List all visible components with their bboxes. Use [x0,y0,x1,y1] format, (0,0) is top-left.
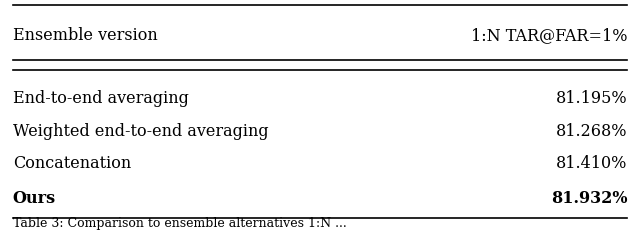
Text: Weighted end-to-end averaging: Weighted end-to-end averaging [13,122,268,139]
Text: Table 3: Comparison to ensemble alternatives 1:N ...: Table 3: Comparison to ensemble alternat… [13,216,346,229]
Text: End-to-end averaging: End-to-end averaging [13,90,189,107]
Text: Concatenation: Concatenation [13,154,131,171]
Text: Ensemble version: Ensemble version [13,27,157,44]
Text: Ours: Ours [13,189,56,206]
Text: 1:N TAR@FAR=1%: 1:N TAR@FAR=1% [470,27,627,44]
Text: 81.410%: 81.410% [556,154,627,171]
Text: 81.268%: 81.268% [556,122,627,139]
Text: 81.932%: 81.932% [550,189,627,206]
Text: 81.195%: 81.195% [556,90,627,107]
